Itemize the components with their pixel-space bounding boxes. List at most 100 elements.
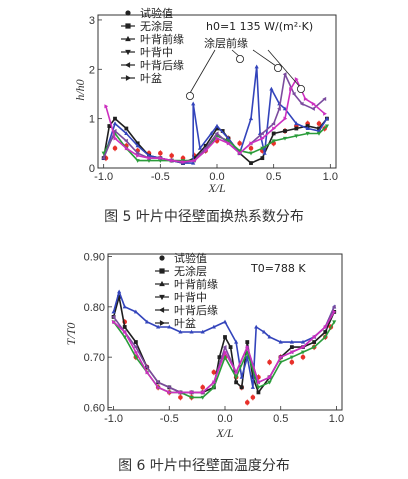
series-line [112, 296, 335, 394]
data-point [222, 345, 227, 350]
data-point [312, 334, 317, 340]
data-point [250, 385, 255, 389]
data-point [278, 360, 283, 365]
data-point [294, 126, 299, 131]
data-point [271, 131, 276, 136]
data-point [324, 124, 330, 129]
reference-temperature: T0=788 K [250, 262, 306, 275]
data-point [269, 86, 274, 91]
data-point [135, 143, 140, 148]
data-point [303, 96, 308, 101]
data-point [146, 159, 152, 163]
x-tick-label: -0.5 [160, 413, 179, 425]
data-point [136, 153, 140, 158]
data-point [301, 345, 306, 350]
data-point [289, 86, 293, 92]
data-point [332, 320, 337, 325]
data-point [248, 145, 254, 151]
data-point [317, 126, 321, 131]
data-point [316, 121, 322, 126]
data-point [178, 395, 183, 400]
data-point [133, 345, 138, 350]
data-point [262, 150, 267, 155]
data-point [112, 319, 116, 325]
data-point [158, 159, 163, 163]
data-point [200, 395, 205, 400]
data-point [323, 111, 327, 116]
data-point [237, 141, 242, 146]
data-point [133, 355, 138, 360]
data-point [316, 131, 322, 136]
series-5 [111, 304, 336, 395]
data-point [203, 143, 208, 148]
data-point [122, 335, 127, 340]
series-4 [111, 320, 337, 400]
data-point [211, 324, 216, 329]
data-point [245, 345, 250, 350]
x-axis-label: X/L [215, 426, 234, 440]
data-point [217, 355, 222, 360]
data-point [311, 101, 316, 106]
data-point [146, 153, 152, 158]
data-point [324, 116, 330, 121]
figure-caption-6: 图 6 叶片中径壁面温度分布 [118, 458, 290, 474]
data-point [222, 319, 228, 324]
data-point [248, 116, 254, 121]
data-point [117, 294, 122, 299]
data-point [282, 136, 288, 141]
annotation-callouts [185, 49, 305, 101]
data-point [226, 136, 231, 140]
data-point [245, 340, 250, 344]
data-point [289, 345, 294, 349]
data-point [178, 390, 183, 395]
data-point [294, 134, 299, 139]
data-point [192, 156, 197, 161]
data-point [271, 139, 276, 144]
data-point [112, 121, 118, 126]
data-point [239, 375, 244, 379]
series-line [102, 66, 328, 164]
data-point [212, 380, 217, 385]
data-point [144, 365, 149, 370]
x-tick-label: -1.0 [104, 413, 123, 425]
data-point [158, 150, 163, 156]
data-point [200, 385, 206, 390]
data-point [256, 385, 261, 390]
data-point [260, 131, 264, 136]
data-point [215, 136, 220, 141]
data-point [261, 329, 267, 334]
data-point [250, 395, 256, 400]
series-line [112, 306, 335, 394]
data-point [158, 156, 163, 161]
x-tick-label: 0.5 [273, 413, 288, 425]
data-point [234, 370, 239, 375]
data-point [271, 121, 276, 126]
y-axis-label: T/T0 [64, 323, 78, 346]
x-tick-label: 1.0 [329, 413, 344, 425]
callout-marker [185, 92, 194, 101]
data-point [144, 319, 150, 324]
data-point [234, 380, 239, 385]
data-point [226, 141, 231, 146]
data-point [256, 380, 261, 385]
figure-caption-5: 图 5 叶片中径壁面换热系数分布 [104, 209, 304, 225]
data-point [289, 339, 294, 344]
data-point [289, 359, 295, 365]
data-point [332, 309, 337, 314]
data-point [300, 350, 306, 355]
legend-label: 叶背中 [174, 290, 207, 304]
data-point [200, 329, 205, 334]
x-tick-label: 0.0 [217, 413, 232, 425]
data-point [211, 385, 216, 390]
heat-transfer-chart: -1.0 -0.5 0.0 0.5 1.0 0 1 2 3 X/L h/h0 试验值无涂层叶背前… [73, 6, 338, 195]
data-point [156, 385, 161, 390]
x-tick-label: 1.0 [323, 171, 338, 183]
series-6 [112, 309, 337, 395]
x-tick-label: -1.0 [94, 171, 113, 183]
legend-marker [125, 10, 131, 16]
data-point [170, 158, 174, 163]
data-point [189, 395, 194, 400]
legend-label: 试验值 [174, 251, 207, 265]
